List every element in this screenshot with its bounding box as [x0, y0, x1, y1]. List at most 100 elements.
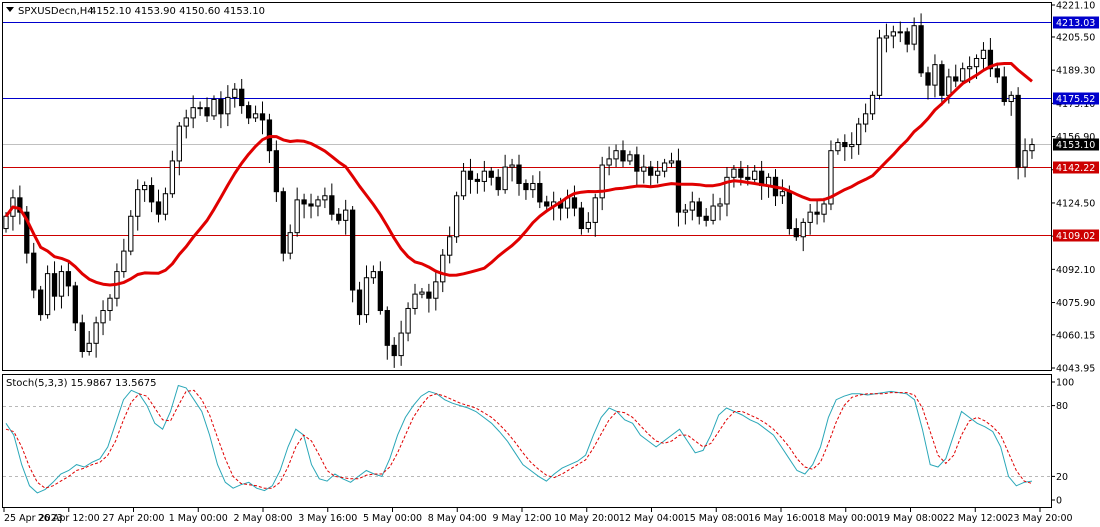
candle-body — [148, 185, 155, 203]
candle-body — [973, 57, 980, 68]
price-tick-label: 4043.95 — [1056, 364, 1095, 375]
candle-body — [204, 107, 210, 117]
candle-body — [225, 96, 231, 115]
candle-body — [86, 342, 92, 353]
time-tick-label: 19 May 08:00 — [878, 513, 943, 524]
candle-body — [682, 209, 689, 213]
candle-body — [724, 176, 730, 205]
candle-body — [343, 209, 349, 221]
time-tick-label: 5 May 00:00 — [363, 513, 422, 524]
candle-body — [301, 199, 307, 205]
candle-body — [849, 144, 855, 148]
time-tick-label: 23 May 20:00 — [1007, 513, 1072, 524]
candle-body — [232, 88, 238, 98]
current-price-label: 4153.10 — [1056, 140, 1095, 151]
candle-body — [273, 150, 280, 193]
candle-body — [890, 31, 897, 37]
candle-body — [786, 191, 793, 230]
candle-body — [613, 150, 619, 160]
ohlc-label: 4152.10 4153.90 4150.60 4153.10 — [90, 6, 265, 17]
candle-body — [800, 221, 806, 238]
candle-body — [294, 199, 300, 234]
candle-body — [828, 150, 834, 205]
candle-body — [544, 201, 550, 207]
candle-body — [356, 289, 363, 316]
candle-body — [218, 98, 224, 115]
candle-body — [51, 273, 58, 297]
candle-body — [578, 207, 585, 230]
price-panel[interactable]: SPXUSDecn,H4 4152.10 4153.90 4150.60 415… — [2, 2, 1052, 371]
candle-body — [495, 176, 501, 191]
level-label-bg-3 — [1053, 229, 1099, 242]
candle-body — [627, 154, 633, 162]
candle-body — [183, 117, 189, 127]
candle-body — [1008, 94, 1014, 103]
candle-body — [141, 185, 148, 191]
candle-body — [65, 271, 72, 287]
time-tick-label: 12 May 04:00 — [619, 513, 684, 524]
candle-body — [862, 113, 869, 125]
current-price-label-bg — [1053, 138, 1099, 151]
candle-body — [93, 322, 99, 344]
candle-body — [883, 35, 890, 39]
candle-body — [481, 170, 487, 182]
candle-body — [738, 168, 744, 178]
level-label-bg-1 — [1053, 92, 1099, 105]
stochastic-signal-line — [5, 389, 1033, 489]
candle-body — [24, 211, 30, 254]
candle-body — [710, 205, 716, 221]
time-tick-label: 25 Apr 2023 — [4, 513, 63, 524]
stochastic-panel[interactable]: Stoch(5,3,3) 15.9867 13.5675 — [2, 374, 1052, 508]
candle-body — [634, 154, 640, 172]
dropdown-triangle-icon[interactable] — [6, 7, 14, 12]
candle-body — [460, 170, 467, 197]
candle-body — [918, 25, 924, 74]
stochastic-tick-label: 80 — [1056, 401, 1068, 412]
time-tick-label: 15 May 08:00 — [684, 513, 749, 524]
candle-body — [412, 293, 418, 309]
candle-body — [966, 66, 973, 70]
candle-body — [620, 150, 626, 162]
candle-body — [932, 64, 938, 86]
candle-body — [72, 285, 78, 324]
candle-body — [689, 201, 695, 211]
candle-body — [606, 158, 612, 166]
candle-body — [419, 291, 425, 295]
stochastic-label: Stoch(5,3,3) 15.9867 13.5675 — [6, 378, 157, 389]
candle-body — [585, 221, 591, 230]
symbol-label: SPXUSDecn,H4 — [18, 6, 94, 17]
candle-body — [128, 215, 134, 252]
price-tick-label: 4156.90 — [1056, 132, 1095, 143]
candle-body — [349, 209, 356, 291]
price-tick-label: 4124.50 — [1056, 198, 1095, 209]
candle-body — [876, 37, 883, 96]
level-label-bg-2 — [1053, 161, 1099, 174]
candle-body — [370, 271, 377, 279]
candle-body — [1015, 94, 1021, 168]
stochastic-tick-label: 20 — [1056, 472, 1068, 483]
time-tick-label: 26 Apr 12:00 — [38, 513, 100, 524]
candle-body — [405, 307, 411, 334]
time-tick-label: 27 Apr 20:00 — [103, 513, 165, 524]
candle-body — [391, 344, 397, 357]
price-panel-border — [2, 2, 1052, 371]
candle-body — [259, 113, 266, 121]
candle-body — [440, 254, 446, 283]
candle-body — [31, 252, 37, 291]
moving-average-line — [4, 62, 1033, 287]
candle-body — [176, 125, 182, 162]
candle-body — [599, 164, 605, 199]
price-tick-label: 4189.30 — [1056, 66, 1095, 77]
stochastic-main-line — [5, 384, 1033, 494]
candle-body — [308, 203, 314, 207]
candle-body — [703, 215, 709, 221]
candle-body — [1022, 150, 1028, 168]
level-labels: 4213.03 4175.52 4142.22 4109.02 4153.10 — [1053, 16, 1099, 242]
candle-body — [752, 170, 758, 180]
stochastic-axis: 100 80 20 0 — [1051, 378, 1074, 507]
candle-body — [537, 182, 543, 203]
time-tick-label: 22 May 12:00 — [943, 513, 1008, 524]
